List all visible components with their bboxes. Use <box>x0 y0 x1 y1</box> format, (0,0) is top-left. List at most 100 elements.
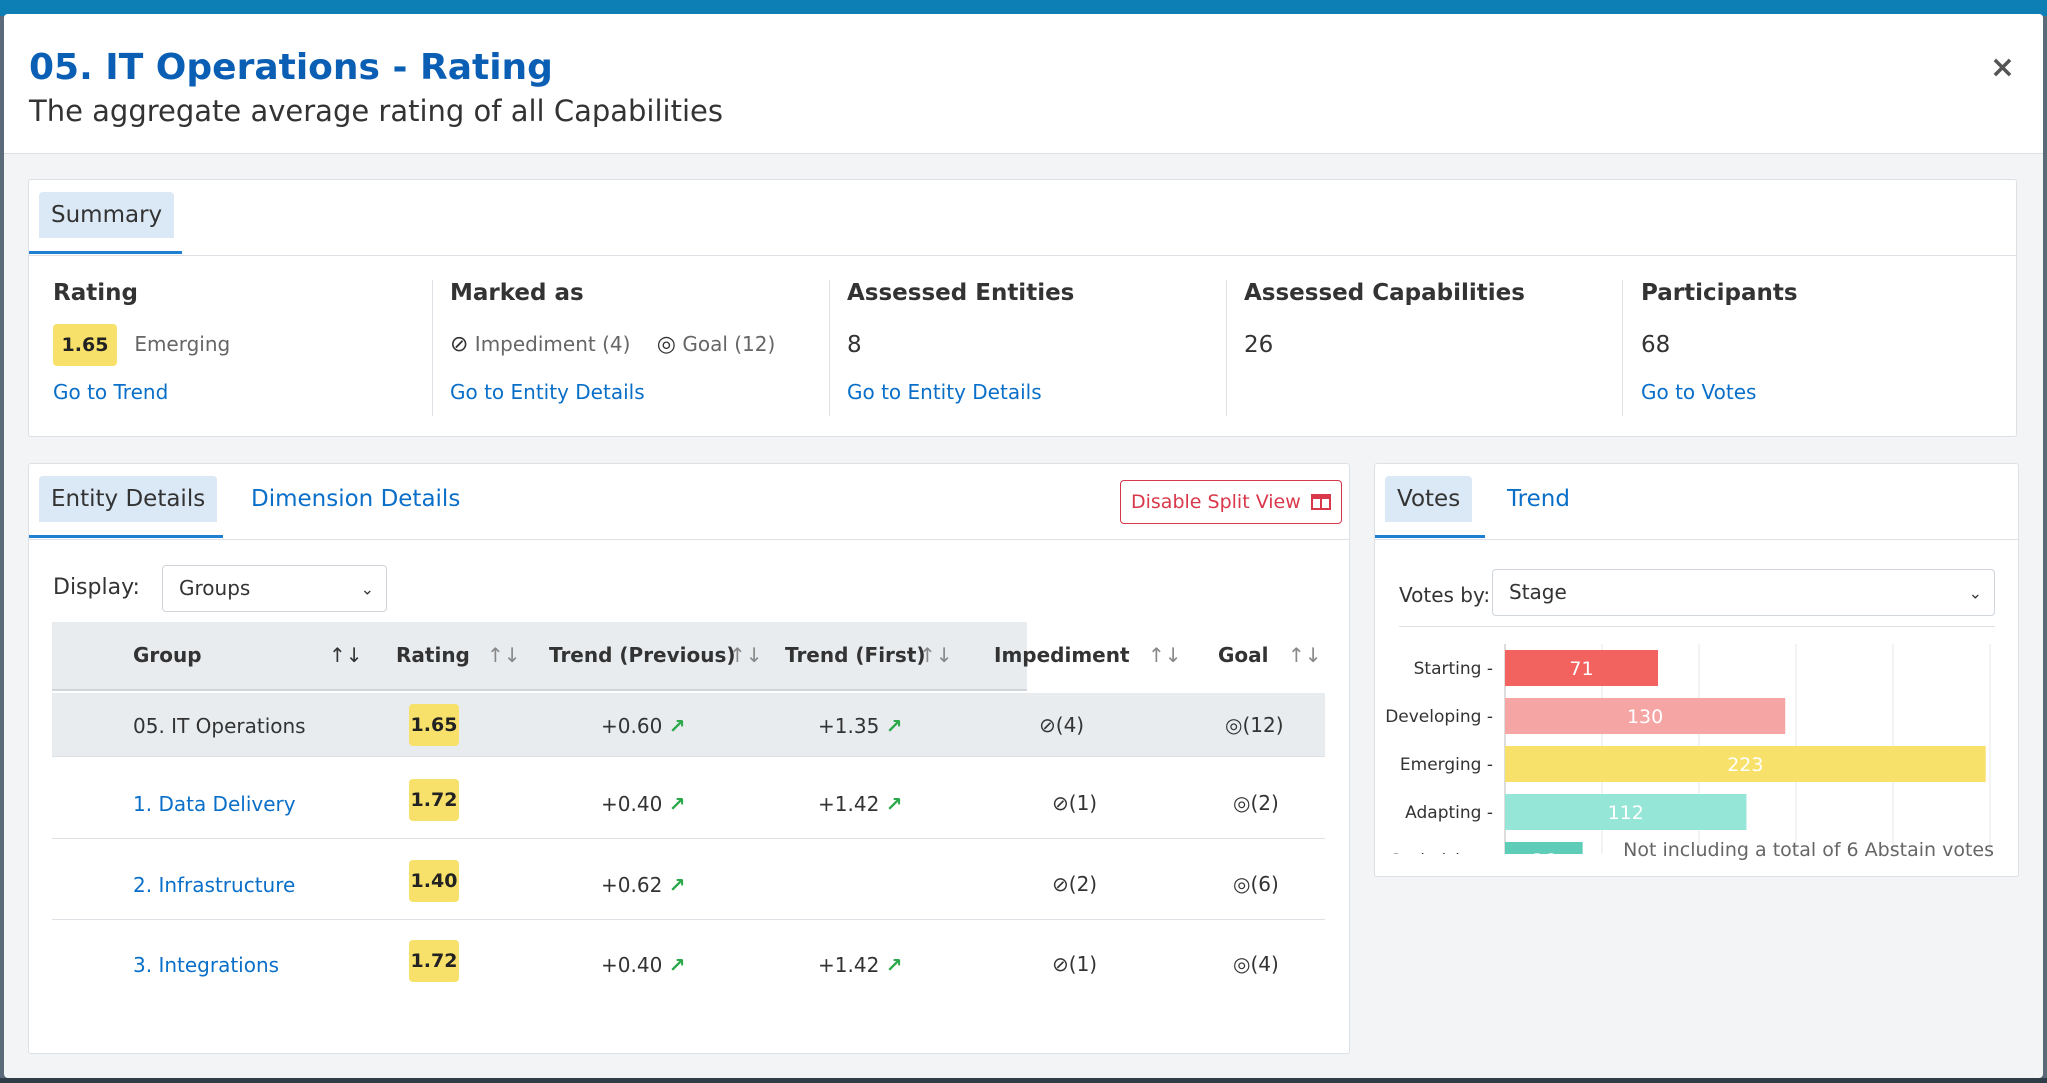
tab-entity-details[interactable]: Entity Details <box>39 476 218 522</box>
y-tick-label: Developing - <box>1385 707 1493 727</box>
data-label: 130 <box>1627 706 1663 728</box>
votes-card: Votes Trend Votes by: Stage ⌄ 0459013518… <box>1374 463 2019 877</box>
row-impediment: ⊘(4) <box>1039 713 1085 737</box>
row-impediment: ⊘(1) <box>1052 791 1098 815</box>
impediment-count: Impediment (4) <box>474 332 631 356</box>
trend-up-icon: ↗ <box>668 953 686 977</box>
assessed-entities-value: 8 <box>847 332 862 358</box>
table-header: Group ↑↓ Rating ↑↓ Trend (Previous) ↑↓ T… <box>52 622 1322 691</box>
tab-dimension-details[interactable]: Dimension Details <box>251 486 461 512</box>
sort-icon[interactable]: ↑↓ <box>729 643 763 667</box>
sort-icon[interactable]: ↑↓ <box>919 643 953 667</box>
sort-icon[interactable]: ↑↓ <box>1288 643 1322 667</box>
modal-title: 05. IT Operations - Rating <box>29 47 553 88</box>
goal-icon: ◎ <box>1233 791 1251 815</box>
disable-split-view-label: Disable Split View <box>1131 491 1301 513</box>
tab-underline <box>29 535 223 538</box>
go-to-entity-details-link[interactable]: Go to Entity Details <box>450 380 645 404</box>
disable-split-view-button[interactable]: Disable Split View <box>1120 480 1342 524</box>
divider <box>1399 626 1995 627</box>
row-rating-badge: 1.65 <box>409 704 459 746</box>
row-rating-badge: 1.72 <box>409 779 459 821</box>
assessed-capabilities-label: Assessed Capabilities <box>1244 280 1525 306</box>
close-button[interactable]: × <box>1989 50 2015 85</box>
go-to-entity-details-link-2[interactable]: Go to Entity Details <box>847 380 1042 404</box>
y-tick-label: Starting - <box>1414 659 1493 679</box>
goal-icon: ◎ <box>1225 713 1243 737</box>
modal-header: 05. IT Operations - Rating The aggregate… <box>4 14 2043 154</box>
sort-icon[interactable]: ↑↓ <box>487 643 521 667</box>
impediment-icon: ⊘ <box>450 332 469 357</box>
data-label: 71 <box>1569 658 1593 680</box>
y-tick-label: Optimizing - <box>1389 851 1493 854</box>
impediment-icon: ⊘ <box>1052 872 1069 896</box>
table-row[interactable]: 2. Infrastructure 1.40 +0.62 ↗ ⊘(2) ◎(6) <box>52 840 1325 920</box>
trend-up-icon: ↗ <box>885 714 903 738</box>
row-group-link[interactable]: 1. Data Delivery <box>133 792 296 816</box>
table-row[interactable]: 3. Integrations 1.72 +0.40 ↗ +1.42 ↗ ⊘(1… <box>52 920 1325 1000</box>
background-app-footer <box>0 1078 2047 1083</box>
marked-as-values: ⊘ Impediment (4) ◎ Goal (12) <box>450 332 775 357</box>
summary-divider <box>829 280 830 416</box>
bar <box>1505 698 1786 734</box>
row-trend-previous: +0.60 ↗ <box>601 714 686 738</box>
rating-stage: Emerging <box>134 332 231 356</box>
impediment-icon: ⊘ <box>1052 791 1069 815</box>
bar <box>1505 794 1747 830</box>
chevron-down-icon: ⌄ <box>360 579 374 598</box>
summary-divider <box>1622 280 1623 416</box>
assessed-capabilities-value: 26 <box>1244 332 1274 358</box>
marked-as-label: Marked as <box>450 280 584 306</box>
row-trend-previous: +0.40 ↗ <box>601 792 686 816</box>
go-to-votes-link[interactable]: Go to Votes <box>1641 380 1757 404</box>
display-select[interactable]: Groups ⌄ <box>162 565 387 612</box>
tab-trend[interactable]: Trend <box>1507 486 1570 512</box>
trend-up-icon: ↗ <box>885 953 903 977</box>
data-label: 223 <box>1727 754 1763 776</box>
sort-icon[interactable]: ↑↓ <box>1148 643 1182 667</box>
col-header-goal[interactable]: Goal <box>1218 643 1269 667</box>
tab-underline <box>1375 535 1485 538</box>
rating-value-row: 1.65 Emerging <box>53 324 230 366</box>
row-goal: ◎(12) <box>1225 713 1284 737</box>
bar <box>1505 650 1659 686</box>
background-app-bar <box>0 0 2047 16</box>
go-to-trend-link[interactable]: Go to Trend <box>53 380 169 404</box>
row-rating-badge: 1.72 <box>409 940 459 982</box>
trend-up-icon: ↗ <box>668 714 686 738</box>
tab-underline <box>29 251 182 254</box>
summary-marked-as: Marked as ⊘ Impediment (4) ◎ Goal (12) G… <box>450 280 820 416</box>
col-header-rating[interactable]: Rating <box>396 643 470 667</box>
summary-assessed-entities: Assessed Entities 8 Go to Entity Details <box>847 280 1217 416</box>
tab-summary[interactable]: Summary <box>39 192 175 238</box>
row-goal: ◎(2) <box>1233 791 1279 815</box>
display-label: Display: <box>53 575 140 600</box>
trend-up-icon: ↗ <box>668 792 686 816</box>
trend-up-icon: ↗ <box>885 792 903 816</box>
summary-participants: Participants 68 Go to Votes <box>1641 280 1991 416</box>
sort-icon[interactable]: ↑↓ <box>329 643 363 667</box>
bar <box>1505 842 1583 854</box>
summary-divider <box>1226 280 1227 416</box>
col-header-trend-first[interactable]: Trend (First) <box>785 643 926 667</box>
goal-count: Goal (12) <box>682 332 776 356</box>
col-header-impediment[interactable]: Impediment <box>994 643 1130 667</box>
row-trend-first: +1.35 ↗ <box>818 714 903 738</box>
col-header-trend-previous[interactable]: Trend (Previous) <box>549 643 736 667</box>
row-group-link[interactable]: 3. Integrations <box>133 953 280 977</box>
votes-by-select[interactable]: Stage ⌄ <box>1492 569 1995 616</box>
row-rating-badge: 1.40 <box>409 860 459 902</box>
rating-badge: 1.65 <box>53 324 117 366</box>
table-row[interactable]: 1. Data Delivery 1.72 +0.40 ↗ +1.42 ↗ ⊘(… <box>52 759 1325 839</box>
abstain-footnote: Not including a total of 6 Abstain votes <box>1623 839 1994 861</box>
tab-votes[interactable]: Votes <box>1385 476 1473 522</box>
goal-icon: ◎ <box>656 332 676 357</box>
chevron-down-icon: ⌄ <box>1968 583 1982 602</box>
entity-details-card: Entity Details Dimension Details Disable… <box>28 463 1350 1054</box>
rating-label: Rating <box>53 280 138 306</box>
row-group-link[interactable]: 2. Infrastructure <box>133 873 296 897</box>
col-header-group[interactable]: Group <box>133 643 202 667</box>
table-row[interactable]: 05. IT Operations 1.65 +0.60 ↗ +1.35 ↗ ⊘… <box>52 693 1325 757</box>
row-goal: ◎(6) <box>1233 872 1279 896</box>
